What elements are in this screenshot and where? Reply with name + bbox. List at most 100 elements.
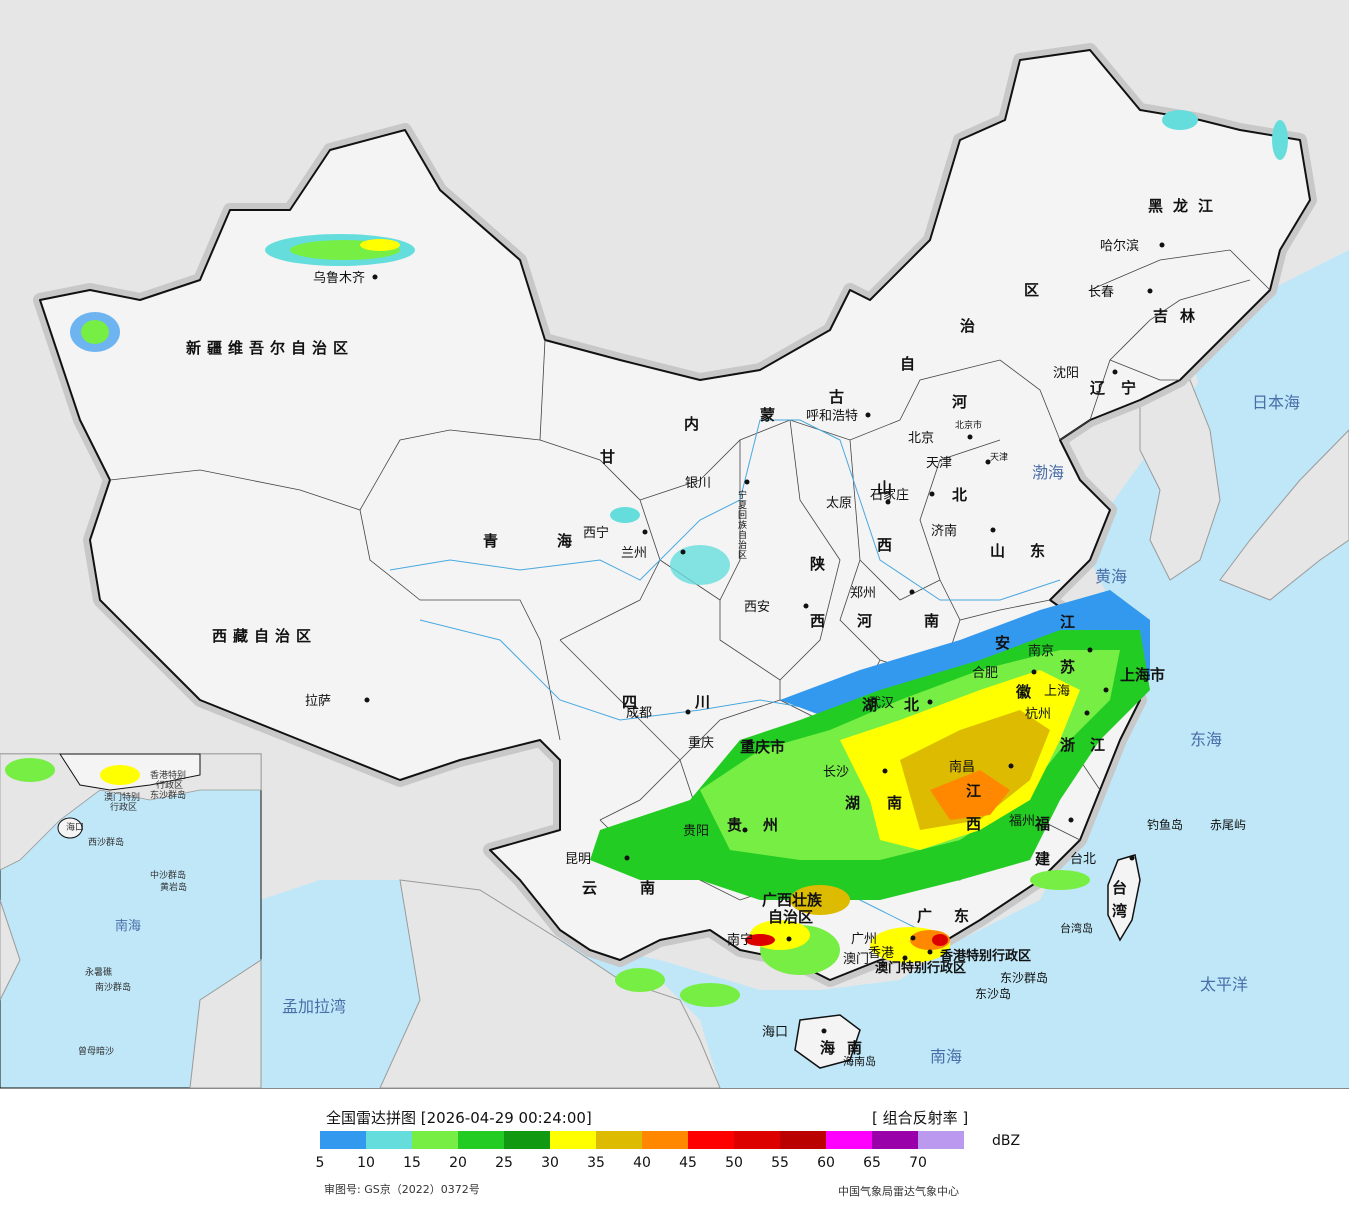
city-19: 香港 [868,946,933,961]
province-anhui-1: 徽 [1015,683,1032,701]
japan-land [1219,429,1349,601]
legend-review-number: 审图号: GS京（2022）0372号 [324,1183,480,1196]
city-22: 长沙 [823,765,888,780]
city-dot [967,434,973,440]
legend-color-bar [320,1131,964,1149]
province-sichuan-1: 川 [694,693,710,711]
legend-tick-label: 20 [449,1155,467,1171]
legend-product: [ 组合反射率 ] [872,1109,969,1127]
city-8: 石家庄 [870,487,935,503]
city-dot [1068,817,1074,823]
city-dot [882,768,888,774]
city-33: 沈阳 [1053,366,1118,381]
city-23: 武汉 [868,696,933,711]
island-chiwei: 赤尾屿 [1210,818,1246,832]
province-guangxi-1: 自治区 [768,908,813,926]
island-taiwan: 台湾岛 [1060,921,1093,935]
city-label: 海口 [762,1025,788,1040]
inset-sea-label: 南海 [115,918,141,934]
legend-tick-label: 45 [679,1155,697,1171]
city-dot [990,527,996,533]
province-zhejiang-1: 江 [1090,736,1105,754]
province-hongkong: 香港特别行政区 [939,948,1031,964]
city-dot [1084,710,1090,716]
province-xizang: 西藏自治区 [212,627,317,645]
sea-label-bengal: 孟加拉湾 [282,997,346,1016]
legend-swatch [504,1131,550,1149]
province-anhui-0: 安 [995,634,1010,652]
inset-huangyan: 黄岩岛 [160,881,187,893]
city-label: 银川 [685,476,711,491]
city-dot [1129,855,1135,861]
city-31: 哈尔滨 [1100,238,1165,254]
city-dot [909,589,915,595]
province-neimenggu-3: 自 [900,355,915,373]
province-shandong-1: 东 [1030,542,1045,560]
province-shanxi-0: 山 [877,479,892,497]
sea-area [260,300,1349,1088]
radar-echoes [70,110,1288,1007]
legend-tick-label: 10 [357,1155,375,1171]
province-guangdong-1: 东 [954,907,969,925]
city-label: 上海 [1044,684,1070,699]
province-hubei-0: 湖 [862,696,877,714]
province-qinghai-1: 海 [557,532,572,550]
city-label: 广州 [851,932,877,947]
sea-land [379,879,721,1088]
city-label: 兰州 [621,546,647,561]
city-26: 上海 [1044,684,1109,699]
legend-tick-label: 60 [817,1155,835,1171]
city-label: 西安 [744,600,770,615]
city-12: 西安 [744,600,809,615]
province-tianjin: 天津 [990,452,1008,463]
province-hubei-1: 北 [904,696,919,714]
city-label: 长春 [1088,285,1114,300]
province-liaoning: 辽宁 [1090,379,1152,397]
sea-label-bohai: 渤海 [1032,463,1064,482]
province-chongqing: 重庆市 [740,738,785,756]
legend-tick-label: 25 [495,1155,513,1171]
city-dot [910,935,916,941]
province-guizhou-1: 州 [762,816,778,834]
sea-label-south: 南海 [930,1047,962,1066]
city-24: 合肥 [972,666,1037,681]
city-label: 武汉 [868,696,894,711]
legend-tick-label: 35 [587,1155,605,1171]
south-china-sea-inset [0,753,262,1088]
city-dot [985,459,991,465]
province-gansu: 甘 [600,448,615,466]
island-dongsha: 东沙岛 [975,986,1011,1001]
city-7: 天津 [926,456,991,471]
city-label: 福州 [1009,814,1035,829]
city-label: 济南 [931,523,957,539]
legend-tick-label: 40 [633,1155,651,1171]
province-sichuan-0: 四 [622,693,637,711]
province-jiangxi-1: 西 [966,815,981,833]
province-jilin: 吉林 [1153,307,1207,325]
city-dot [1087,647,1093,653]
city-32: 长春 [1088,285,1153,300]
city-label: 南京 [1028,643,1054,659]
city-10: 济南 [931,523,996,539]
city-25: 南京 [1028,643,1093,659]
sea-label-japan: 日本海 [1252,393,1300,412]
city-dot [685,709,691,715]
korea-land [1139,379,1221,581]
city-dot [902,955,908,961]
province-neimenggu-4: 治 [960,317,975,335]
province-guangxi-0: 广西壮族 [762,891,823,909]
city-28: 南昌 [949,759,1014,775]
city-9: 太原 [826,496,891,511]
inset-xisha: 西沙群岛 [88,836,124,848]
legend-swatch [550,1131,596,1149]
city-dot [927,699,933,705]
sea-japan [1190,250,1349,450]
province-fujian-0: 福 [1034,815,1050,833]
province-zhejiang-0: 浙 [1060,736,1075,754]
legend-swatch [872,1131,918,1149]
city-label: 西宁 [583,525,609,541]
city-15: 贵阳 [683,824,748,839]
legend-swatch [642,1131,688,1149]
legend-tick-label: 15 [403,1155,421,1171]
city-30: 台北 [1070,852,1135,867]
